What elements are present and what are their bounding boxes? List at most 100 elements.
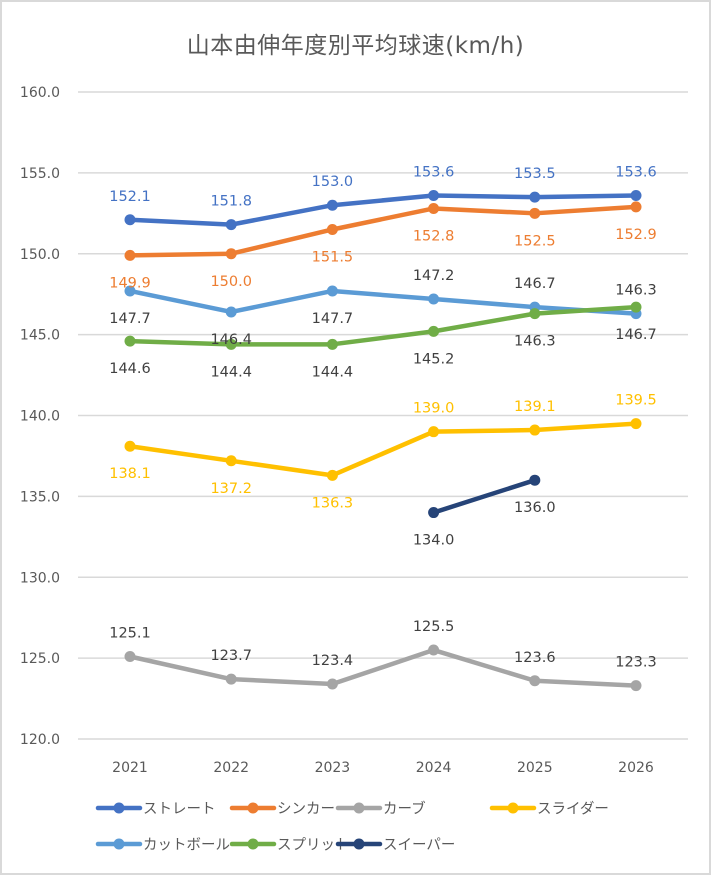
data-label: 151.5 [312,249,354,265]
data-point [225,306,237,318]
data-point [326,223,338,235]
data-point [124,249,136,261]
data-point [529,424,541,436]
data-point [630,190,642,202]
data-point [428,293,440,305]
data-point [428,507,440,519]
data-point [428,190,440,202]
legend-label: スプリット [277,837,350,854]
data-point [326,678,338,690]
data-point [225,219,237,231]
data-label: 146.4 [210,332,252,348]
legend-item[interactable]: スプリット [229,837,350,854]
data-point [529,308,541,320]
x-tick-label: 2021 [112,760,148,776]
legend-item[interactable]: シンカー [229,802,335,818]
legend-marker-icon [113,802,125,814]
legend-item[interactable]: スイーパー [335,837,455,854]
x-tick-label: 2023 [315,760,351,776]
legend-label: ストレート [143,802,216,818]
data-label: 151.8 [210,194,252,210]
data-label: 136.0 [514,500,556,516]
series-line [127,304,639,347]
legend-marker-icon [507,802,519,814]
series-カットボール [124,285,642,320]
data-point [225,338,237,350]
data-point [225,455,237,467]
y-axis-ticks: 120.0 125.0 130.0 135.0 140.0 145.0 150.0 155.0… [20,85,60,748]
x-tick-label: 2026 [618,760,654,776]
series-lines [124,190,642,692]
data-label: 136.3 [312,495,354,511]
legend-marker-icon [247,802,259,814]
series-スライダー [124,418,642,481]
legend-label: スライダー [537,801,609,818]
data-label: 152.5 [514,233,556,249]
data-point [529,474,541,486]
legend-marker-icon [353,838,365,850]
data-label: 145.2 [413,351,455,367]
data-label: 146.7 [514,276,556,292]
legend-label: スイーパー [383,837,455,854]
legend-item[interactable]: カットボール [95,837,230,854]
series-ストレート [124,190,642,231]
data-label: 137.2 [210,481,252,497]
data-label: 149.9 [109,275,151,291]
series-line [127,193,639,227]
data-point [326,469,338,481]
gridlines [78,91,688,740]
data-label: 144.4 [210,364,252,380]
data-point [326,285,338,297]
data-label: 147.2 [413,268,455,284]
data-point [529,675,541,687]
data-label: 139.5 [615,393,657,409]
data-point [529,207,541,219]
data-point [428,325,440,337]
data-point [124,285,136,297]
data-label: 134.0 [413,533,455,549]
legend-label: カットボール [143,837,230,854]
data-point [124,440,136,452]
data-label: 153.5 [514,166,556,182]
series-line [127,647,639,688]
data-label: 150.0 [210,274,252,290]
data-point [326,338,338,350]
data-point [428,644,440,656]
data-label: 123.3 [615,655,657,671]
data-label: 153.0 [312,174,354,190]
y-tick-label: 160.0 [20,85,60,101]
x-tick-label: 2024 [416,760,452,776]
legend-item[interactable]: カーブ [335,800,426,818]
data-point [428,202,440,214]
data-label: 152.8 [413,228,455,244]
y-tick-label: 125.0 [20,651,60,667]
y-tick-label: 120.0 [20,732,60,748]
x-axis-ticks: 2021 2022 2023 2024 2025 2026 [112,760,654,776]
y-tick-label: 150.0 [20,247,60,263]
series-line [127,204,639,258]
data-label: 147.7 [109,311,151,327]
data-point [529,191,541,203]
data-point [630,680,642,692]
legend-marker-icon [113,838,125,850]
legend-label: シンカー [277,802,335,818]
data-point [124,214,136,226]
data-point [326,199,338,211]
legend-item[interactable]: スライダー [489,801,609,818]
series-line [127,421,639,478]
series-スイーパー [428,474,541,519]
data-label: 144.6 [109,361,151,377]
data-label: 147.7 [312,311,354,327]
data-label: 138.1 [109,466,151,482]
data-label: 153.6 [413,165,455,181]
data-label: 125.5 [413,619,455,635]
legend-item[interactable]: ストレート [95,802,216,818]
series-line [127,288,639,316]
series-シンカー [124,201,642,261]
data-label: 146.7 [615,327,657,343]
data-label: 139.1 [514,399,556,415]
x-tick-label: 2022 [213,760,249,776]
data-point [630,301,642,313]
